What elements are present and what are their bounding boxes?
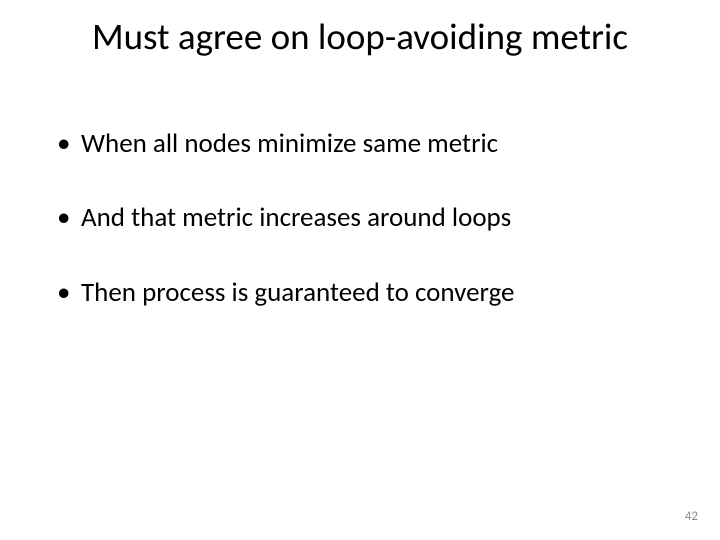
bullet-list: When all nodes minimize same metric And … xyxy=(55,128,670,309)
page-number: 42 xyxy=(685,509,698,524)
slide: Must agree on loop-avoiding metric When … xyxy=(0,0,720,540)
slide-body: When all nodes minimize same metric And … xyxy=(55,128,670,351)
bullet-item: Then process is guaranteed to converge xyxy=(55,277,670,309)
slide-title: Must agree on loop-avoiding metric xyxy=(0,14,720,59)
bullet-item: When all nodes minimize same metric xyxy=(55,128,670,160)
bullet-item: And that metric increases around loops xyxy=(55,202,670,234)
